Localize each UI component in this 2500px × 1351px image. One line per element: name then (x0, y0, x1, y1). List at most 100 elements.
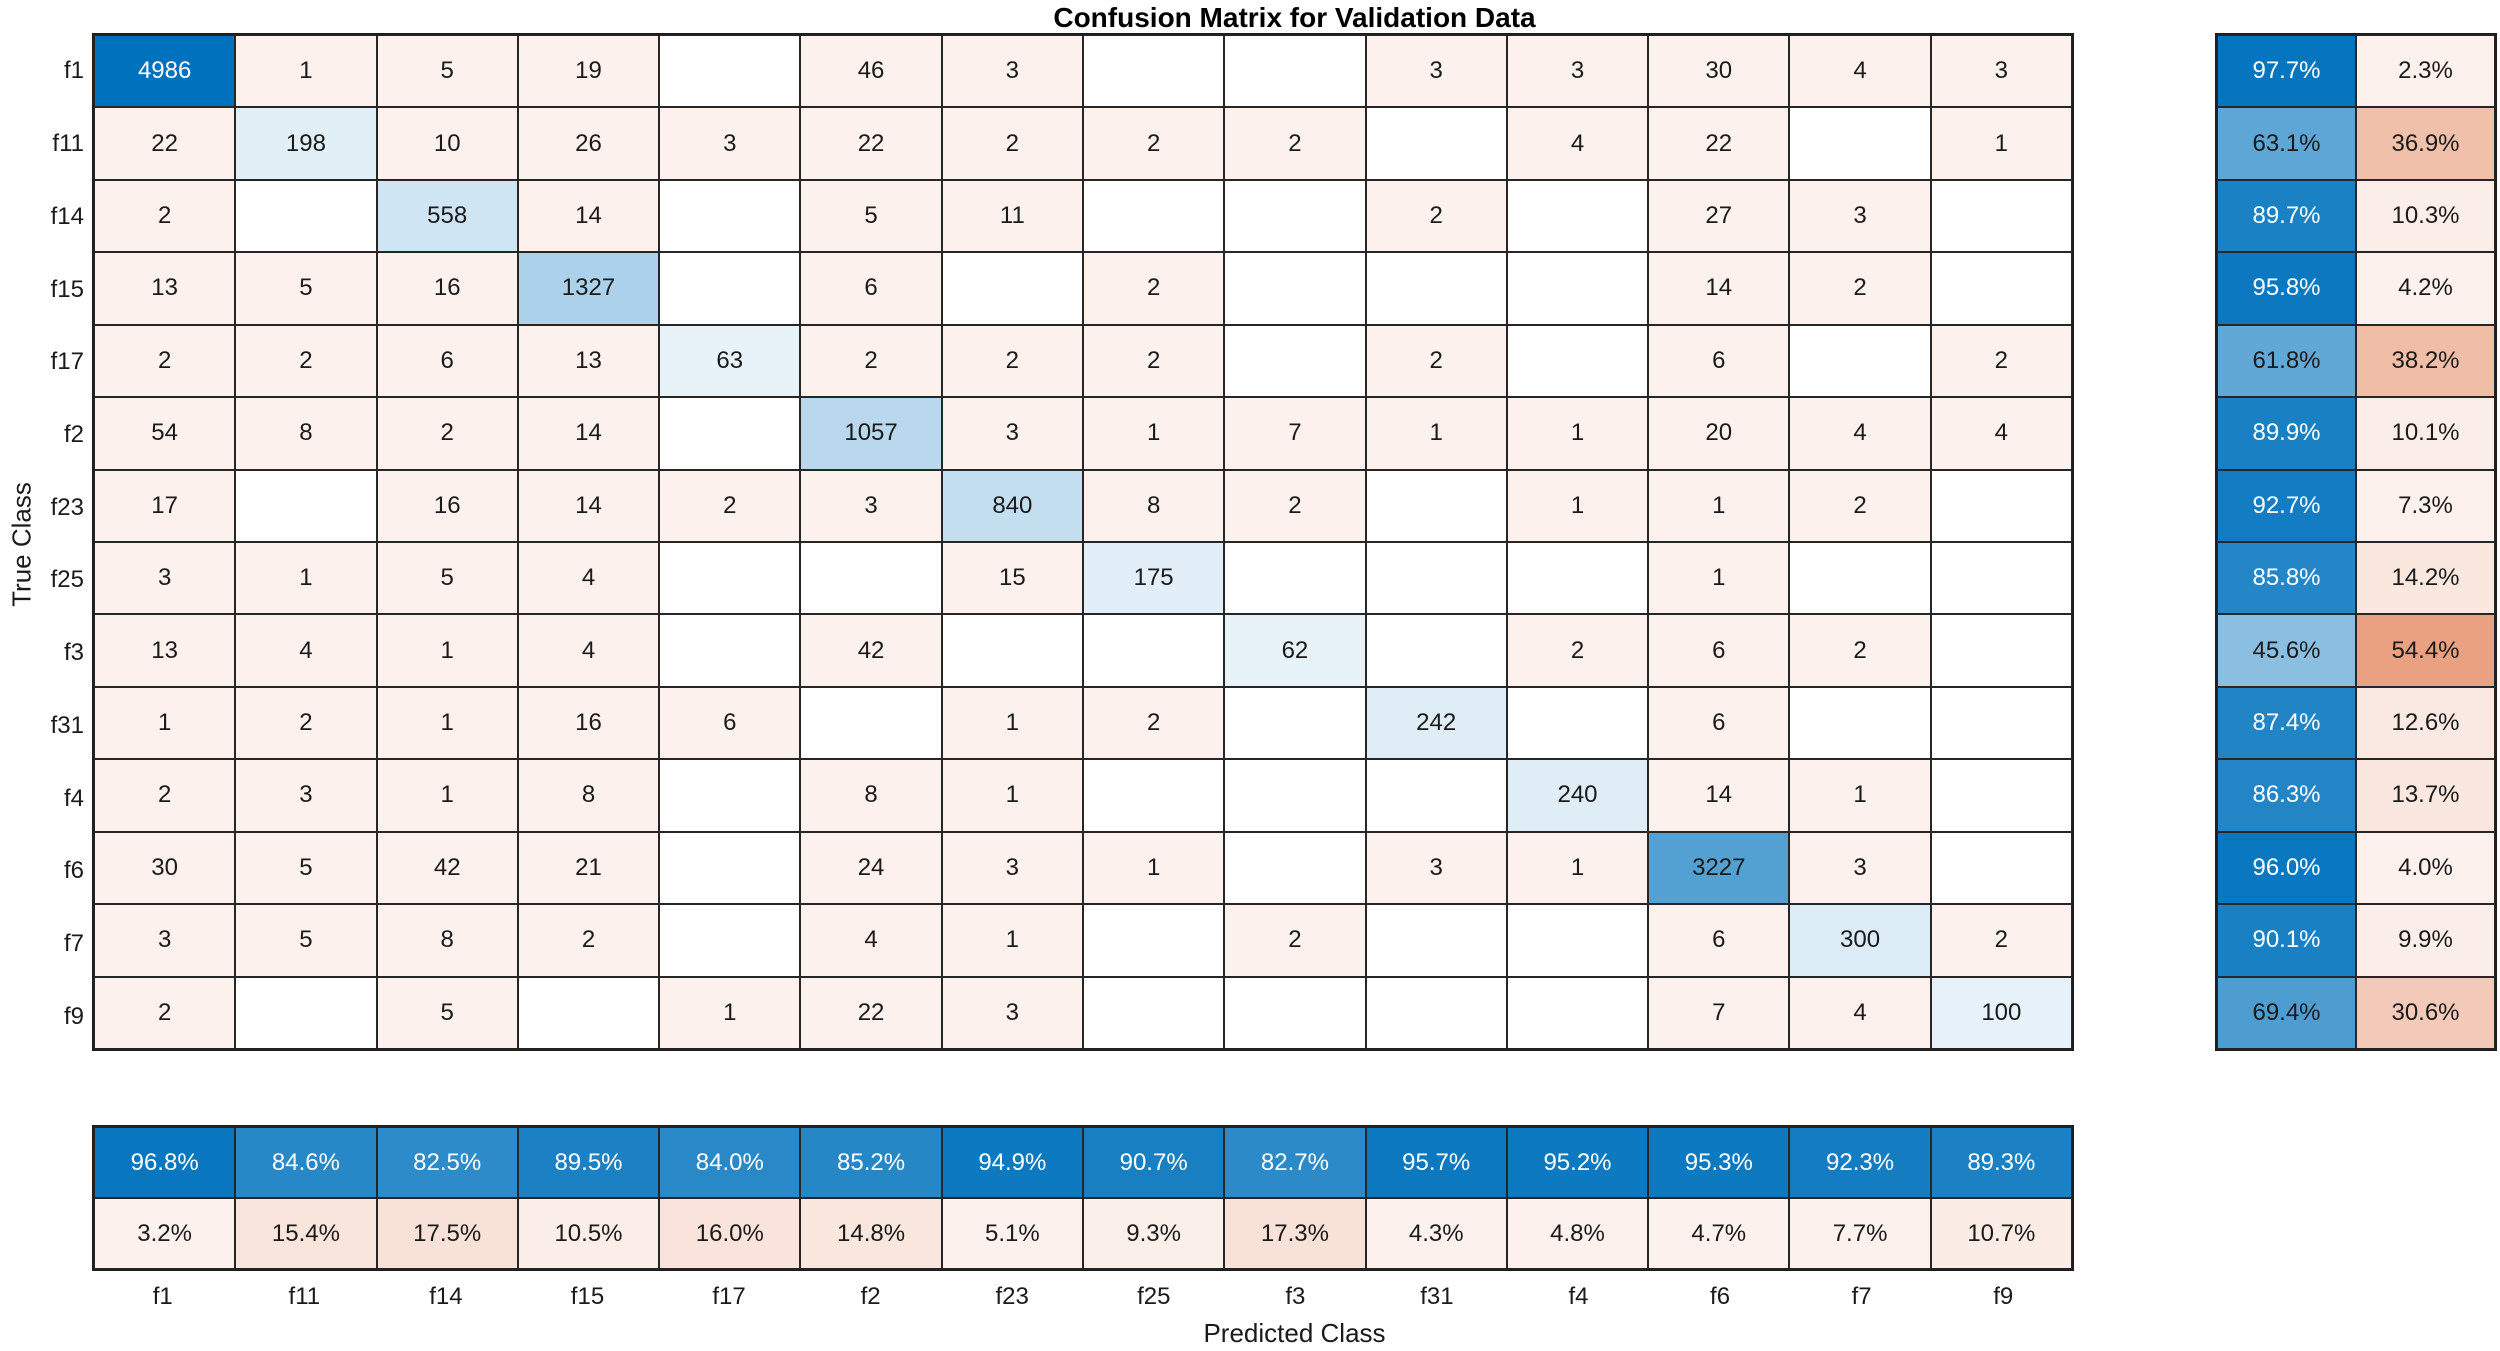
row-summary-incorrect-cell: 2.3% (2356, 35, 2495, 108)
matrix-cell: 4 (235, 614, 377, 687)
matrix-cell (1789, 107, 1931, 180)
column-summary-correct-cell: 89.5% (517, 1127, 660, 1198)
matrix-diagonal-cell: 300 (1789, 904, 1931, 977)
matrix-cell: 1 (1365, 397, 1507, 470)
matrix-cell: 1 (1083, 397, 1225, 470)
matrix-cell: 42 (800, 614, 942, 687)
column-summary-correct-cell: 85.2% (800, 1127, 942, 1198)
matrix-cell (1365, 976, 1507, 1049)
matrix-cell: 1 (1506, 469, 1649, 542)
matrix-cell (659, 614, 801, 687)
matrix-cell (659, 397, 801, 470)
matrix-cell (1224, 976, 1366, 1049)
row-summary-incorrect-cell: 9.9% (2356, 904, 2495, 977)
matrix-cell: 3 (1930, 35, 2072, 108)
matrix-cell: 1 (376, 686, 518, 760)
matrix-cell: 1 (659, 976, 801, 1049)
x-tick-label: f6 (1710, 1283, 1731, 1310)
matrix-cell (1365, 614, 1507, 687)
matrix-cell: 24 (800, 831, 942, 905)
matrix-cell (1789, 324, 1931, 398)
row-summary-incorrect-cell: 4.2% (2356, 252, 2495, 325)
matrix-cell: 42 (376, 831, 518, 905)
matrix-cell: 8 (800, 759, 942, 832)
row-summary-correct-cell: 61.8% (2217, 324, 2356, 398)
matrix-cell (1083, 904, 1225, 977)
x-tick-label: f11 (288, 1283, 321, 1310)
matrix-cell (235, 179, 377, 253)
column-summary-correct-cell: 89.3% (1930, 1127, 2072, 1198)
matrix-cell: 3 (1365, 35, 1507, 108)
matrix-cell: 3 (94, 904, 236, 977)
matrix-cell: 3 (941, 35, 1083, 108)
row-summary-incorrect-cell: 10.3% (2356, 179, 2495, 253)
matrix-cell (1083, 976, 1225, 1049)
matrix-cell: 6 (376, 324, 518, 398)
matrix-cell (1930, 831, 2072, 905)
y-tick-label: f7 (63, 929, 84, 957)
matrix-cell: 6 (1648, 904, 1790, 977)
row-summary-incorrect-cell: 30.6% (2356, 976, 2495, 1049)
matrix-cell: 1 (1648, 542, 1790, 615)
matrix-cell: 4 (1930, 397, 2072, 470)
matrix-cell (800, 542, 942, 615)
matrix-cell: 4 (1506, 107, 1649, 180)
matrix-cell: 6 (1648, 686, 1790, 760)
matrix-cell: 2 (94, 976, 236, 1049)
row-summary-correct-cell: 63.1% (2217, 107, 2356, 180)
matrix-cell: 8 (235, 397, 377, 470)
matrix-cell: 17 (94, 469, 236, 542)
chart-title: Confusion Matrix for Validation Data (1053, 2, 1536, 33)
y-tick-label: f9 (63, 1002, 84, 1030)
row-summary-correct-cell: 95.8% (2217, 252, 2356, 325)
matrix-diagonal-cell: 1327 (517, 252, 660, 325)
matrix-cell: 6 (1648, 324, 1790, 398)
matrix-cell: 1 (1789, 759, 1931, 832)
matrix-cell (1224, 686, 1366, 760)
matrix-cell: 4 (1789, 35, 1931, 108)
x-tick-label: f7 (1851, 1283, 1872, 1310)
matrix-cell: 2 (1224, 904, 1366, 977)
matrix-cell: 6 (800, 252, 942, 325)
matrix-cell: 1 (941, 759, 1083, 832)
matrix-cell: 5 (376, 976, 518, 1049)
matrix-cell: 5 (235, 904, 377, 977)
matrix-cell: 1 (1506, 831, 1649, 905)
matrix-cell: 2 (1083, 107, 1225, 180)
matrix-cell: 2 (1224, 469, 1366, 542)
matrix-cell: 4 (800, 904, 942, 977)
matrix-cell: 2 (1930, 324, 2072, 398)
matrix-cell: 14 (517, 469, 660, 542)
matrix-diagonal-cell: 3227 (1648, 831, 1790, 905)
matrix-cell: 5 (376, 35, 518, 108)
matrix-cell (1083, 35, 1225, 108)
column-summary-incorrect-cell: 4.3% (1365, 1198, 1507, 1269)
matrix-cell (1930, 542, 2072, 615)
row-summary-incorrect-cell: 13.7% (2356, 759, 2495, 832)
x-tick-label: f14 (429, 1283, 463, 1310)
matrix-cell: 2 (1224, 107, 1366, 180)
matrix-cell: 8 (376, 904, 518, 977)
y-tick-label: f2 (63, 420, 84, 448)
matrix-cell (659, 831, 801, 905)
matrix-cell: 14 (517, 179, 660, 253)
row-summary-correct-cell: 69.4% (2217, 976, 2356, 1049)
matrix-cell (1506, 904, 1649, 977)
y-tick-label: f6 (63, 857, 84, 885)
column-summary-correct-cell: 82.5% (376, 1127, 518, 1198)
matrix-cell: 27 (1648, 179, 1790, 253)
matrix-cell: 20 (1648, 397, 1790, 470)
matrix-cell: 2 (235, 324, 377, 398)
matrix-diagonal-cell: 242 (1365, 686, 1507, 760)
row-summary-correct-cell: 96.0% (2217, 831, 2356, 905)
matrix-cell: 1 (235, 35, 377, 108)
matrix-cell: 2 (1365, 324, 1507, 398)
matrix-cell: 2 (941, 107, 1083, 180)
matrix-diagonal-cell: 840 (941, 469, 1083, 542)
matrix-cell: 5 (235, 831, 377, 905)
matrix-cell: 5 (235, 252, 377, 325)
matrix-cell (1506, 686, 1649, 760)
matrix-cell: 2 (941, 324, 1083, 398)
matrix-cell (1789, 686, 1931, 760)
row-summary-incorrect-cell: 4.0% (2356, 831, 2495, 905)
